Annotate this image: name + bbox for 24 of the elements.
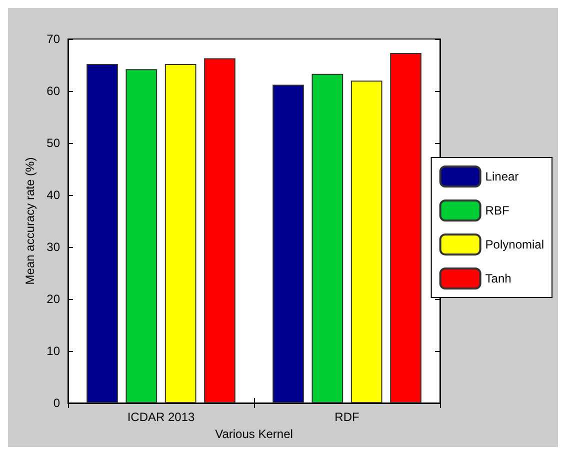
legend-label: Linear (485, 170, 519, 184)
bar (390, 53, 422, 403)
bar (126, 69, 158, 403)
bar (204, 58, 236, 403)
y-tick-label: 50 (46, 136, 60, 150)
bar (350, 80, 382, 403)
y-tick-label: 40 (46, 188, 60, 202)
y-tick-label: 70 (46, 32, 60, 46)
x-tick-label: ICDAR 2013 (127, 410, 196, 424)
y-tick-label: 20 (46, 292, 60, 306)
y-tick-label: 10 (46, 344, 60, 358)
legend-label: Tanh (485, 272, 512, 286)
bar (164, 64, 196, 403)
y-tick-label: 0 (53, 396, 60, 410)
x-tick-label: RDF (334, 410, 360, 424)
y-tick-label: 30 (46, 240, 60, 254)
y-tick-label: 60 (46, 84, 60, 98)
bar (272, 84, 304, 403)
bar (86, 64, 118, 403)
y-axis-title: Mean accuracy rate (%) (22, 157, 37, 285)
bar (312, 74, 344, 403)
x-axis-title: Various Kernel (215, 426, 293, 441)
legend-label: Polynomial (485, 238, 544, 252)
legend-label: RBF (485, 204, 510, 218)
